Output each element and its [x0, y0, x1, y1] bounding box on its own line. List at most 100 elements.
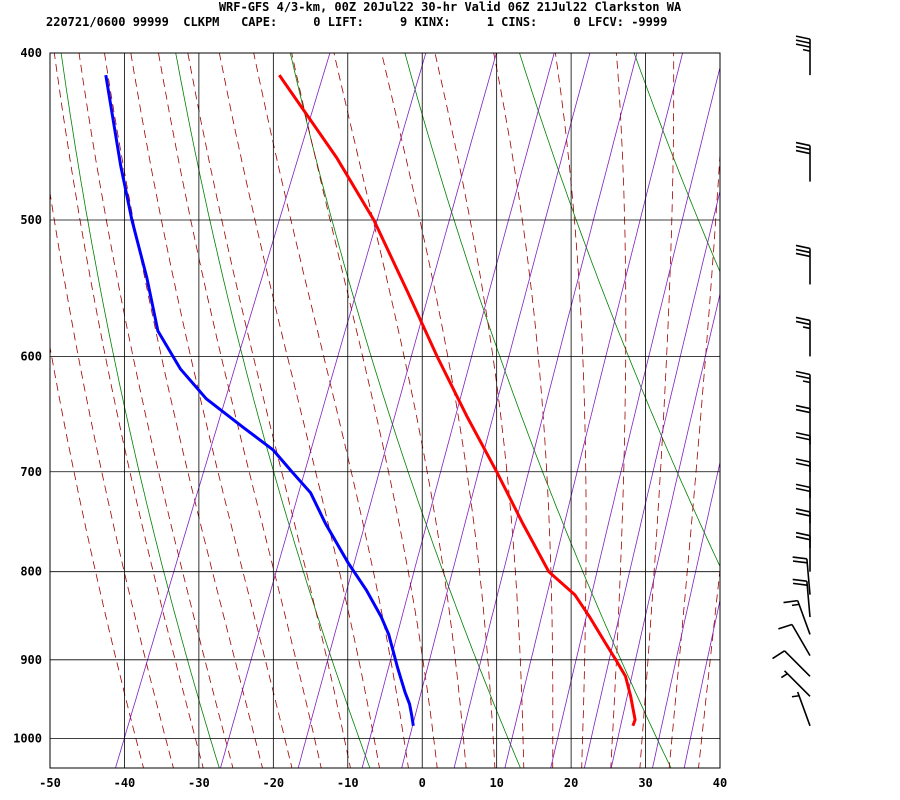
moist-adiabat — [610, 53, 627, 768]
barb-feather — [795, 458, 811, 463]
x-tick-label: -20 — [262, 776, 284, 790]
barb-half-feather — [802, 326, 811, 330]
wind-barb — [780, 670, 811, 697]
y-tick-label: 800 — [20, 565, 42, 579]
x-tick-labels: -50 -40 -30 -20 -10 0 10 20 30 40 — [39, 776, 727, 790]
barb-feather — [795, 248, 811, 254]
wind-barb — [795, 508, 811, 548]
barb-feather — [795, 149, 811, 155]
barb-feather — [778, 623, 793, 630]
x-tick-label: 30 — [638, 776, 652, 790]
moist-adiabat — [554, 53, 587, 768]
barb-feather — [792, 582, 808, 586]
barb-half-feather — [802, 48, 811, 52]
barb-staff — [783, 670, 811, 697]
x-tick-label: 20 — [564, 776, 578, 790]
x-tick-label: -50 — [39, 776, 61, 790]
barb-staff — [783, 650, 811, 677]
x-tick-label: 40 — [713, 776, 727, 790]
barb-feather — [783, 599, 798, 604]
barb-feather — [795, 39, 811, 44]
moist-adiabat — [130, 53, 293, 768]
mixing-ratio-line — [361, 53, 555, 768]
wind-barb — [778, 623, 811, 657]
sounding-stats: 220721/0600 99999 CLKPM CAPE: 0 LIFT: 9 … — [46, 15, 668, 29]
barb-staff — [796, 691, 811, 727]
chart-title: WRF-GFS 4/3-km, 00Z 20Jul22 30-hr Valid … — [218, 0, 682, 14]
mixing-ratio-line — [115, 53, 331, 768]
dry-adiabat — [519, 53, 720, 568]
barb-feather — [795, 320, 811, 326]
dry-adiabat — [718, 0, 900, 796]
barb-feather — [792, 578, 807, 582]
y-tick-labels: 400 500 600 700 800 900 1000 — [13, 46, 42, 746]
barb-feather — [795, 252, 811, 258]
wind-barb — [791, 691, 811, 727]
moist-adiabat — [434, 53, 525, 768]
wind-barb — [783, 599, 811, 635]
barb-feather — [795, 483, 811, 489]
moist-adiabat — [158, 53, 322, 768]
barb-staff — [796, 600, 811, 635]
barb-feather — [795, 535, 811, 541]
moist-adiabat — [104, 53, 263, 768]
dry-adiabat — [633, 53, 720, 273]
moist-adiabat — [381, 53, 496, 768]
plot-background — [50, 53, 720, 768]
barb-half-feather — [780, 673, 788, 679]
plot-frame — [49, 52, 721, 769]
barb-feather — [795, 370, 811, 376]
mixing-ratio-line — [401, 53, 591, 768]
mixing-ratio-line — [652, 460, 720, 768]
moist-adiabat — [639, 53, 675, 768]
wind-barb — [795, 244, 811, 285]
dry-adiabat — [60, 53, 220, 768]
barb-feather — [795, 35, 811, 40]
barb-half-feather — [802, 380, 811, 384]
barb-feather — [795, 316, 811, 322]
wind-barb — [795, 370, 811, 411]
grid-lines — [50, 53, 720, 768]
wind-barb — [795, 404, 811, 445]
wind-barb — [772, 650, 811, 677]
barb-feather — [795, 487, 811, 493]
wind-barb — [795, 141, 811, 182]
mixing-ratio-line — [297, 53, 497, 768]
barb-feather — [795, 374, 811, 380]
barb-feather — [792, 556, 807, 560]
barb-feather — [795, 404, 811, 410]
barb-feather — [795, 408, 811, 414]
y-tick-label: 400 — [20, 46, 42, 60]
y-tick-label: 1000 — [13, 732, 42, 746]
mixing-ratio-line — [610, 292, 720, 768]
barb-feather — [795, 435, 811, 441]
mixing-ratio-line — [220, 53, 427, 768]
barb-half-feather — [791, 603, 800, 607]
moist-adiabat — [333, 53, 467, 768]
sounding-series — [104, 74, 637, 727]
dry-adiabat — [289, 53, 521, 768]
dry-adiabat — [829, 0, 900, 796]
dewpoint-line — [104, 74, 415, 727]
mixing-ratio-line — [550, 65, 720, 768]
wind-barb — [792, 578, 811, 618]
dry-adiabat — [404, 53, 672, 768]
barb-feather — [795, 244, 811, 250]
barb-feather — [792, 560, 808, 564]
moist-adiabat — [50, 344, 144, 768]
moist-adiabat — [291, 53, 438, 768]
barb-feather — [772, 650, 785, 660]
barb-feather — [795, 462, 811, 467]
wind-barb — [795, 458, 811, 499]
mixing-ratio-line — [683, 598, 720, 768]
mixing-ratio-line — [504, 53, 684, 768]
x-tick-label: 10 — [489, 776, 503, 790]
moist-adiabat — [78, 53, 234, 768]
wind-barb — [795, 316, 811, 357]
x-tick-label: -10 — [337, 776, 359, 790]
temperature-line — [278, 74, 637, 727]
grid-inner — [50, 53, 720, 768]
wind-barbs — [772, 35, 811, 727]
moist-adiabat — [50, 190, 174, 768]
